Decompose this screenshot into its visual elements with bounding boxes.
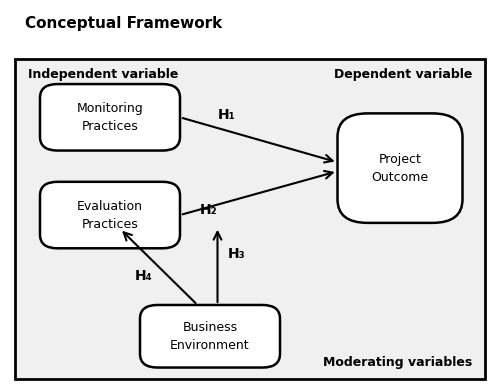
FancyBboxPatch shape xyxy=(338,113,462,223)
Text: Monitoring
Practices: Monitoring Practices xyxy=(76,102,144,133)
Text: Project
Outcome: Project Outcome xyxy=(372,152,428,184)
Text: H₄: H₄ xyxy=(135,269,153,283)
Text: Moderating variables: Moderating variables xyxy=(323,357,472,369)
FancyBboxPatch shape xyxy=(40,182,180,248)
Text: Evaluation
Practices: Evaluation Practices xyxy=(77,199,143,231)
Text: H₁: H₁ xyxy=(218,108,236,122)
Text: H₂: H₂ xyxy=(200,203,218,217)
Text: Conceptual Framework: Conceptual Framework xyxy=(25,16,222,30)
Text: H₃: H₃ xyxy=(228,247,245,261)
Bar xyxy=(15,59,485,379)
Text: Business
Environment: Business Environment xyxy=(170,321,250,352)
FancyBboxPatch shape xyxy=(140,305,280,368)
Text: Independent variable: Independent variable xyxy=(28,68,178,81)
Text: Dependent variable: Dependent variable xyxy=(334,68,472,81)
FancyBboxPatch shape xyxy=(40,84,180,151)
